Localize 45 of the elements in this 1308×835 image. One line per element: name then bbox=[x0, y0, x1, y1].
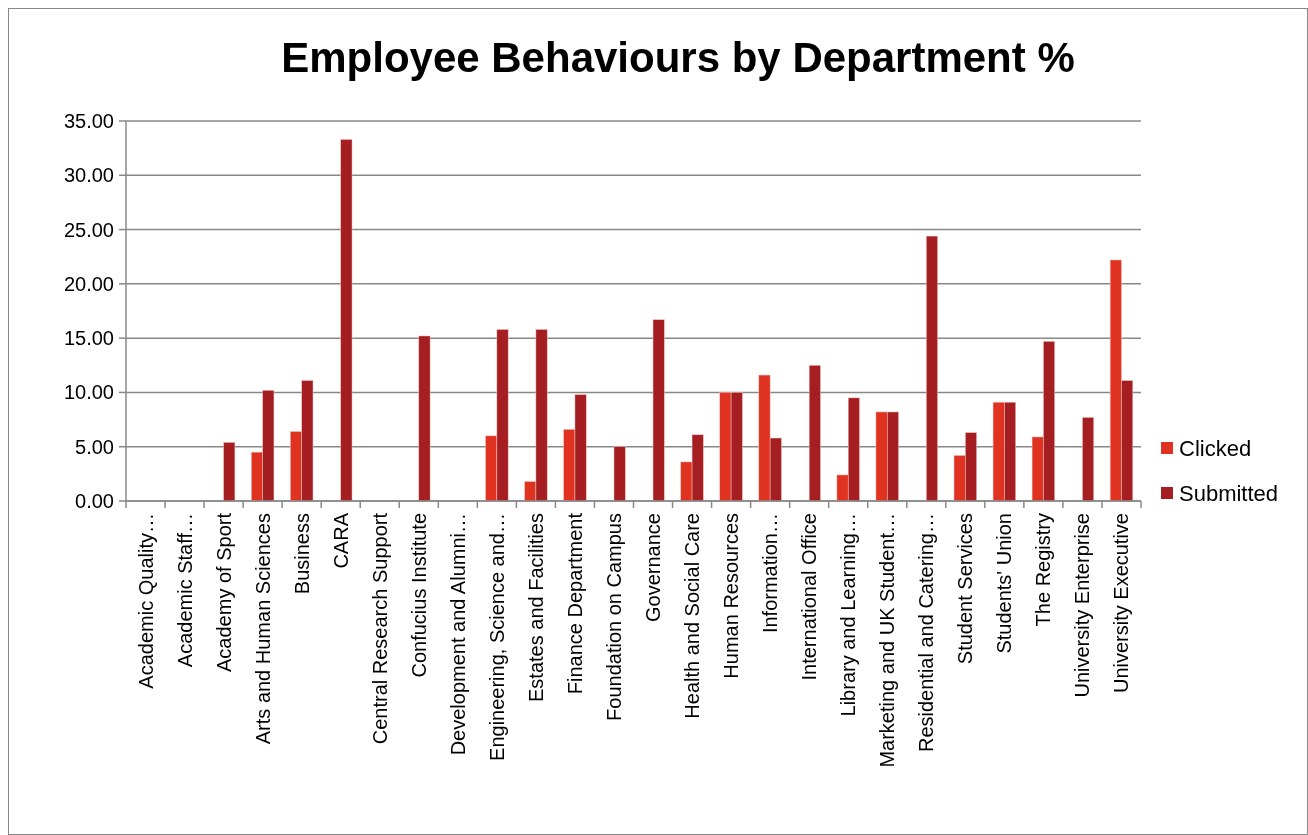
x-tick-label: Students' Union bbox=[993, 513, 1016, 654]
legend-label: Clicked bbox=[1179, 435, 1252, 461]
y-tick-label: 30.00 bbox=[63, 164, 114, 187]
x-tick-label: University Enterprise bbox=[1071, 513, 1094, 698]
y-tick-label: 15.00 bbox=[63, 327, 114, 350]
chart-title: Employee Behaviours by Department % bbox=[281, 34, 1075, 81]
x-tick-label: Library and Learning… bbox=[837, 513, 860, 717]
x-tick-label: Human Resources bbox=[720, 513, 743, 679]
x-tick-label: Development and Alumni… bbox=[446, 513, 469, 756]
bar bbox=[223, 442, 236, 502]
x-tick-label: Estates and Facilities bbox=[524, 513, 547, 702]
x-tick-label: Academic Staff… bbox=[173, 513, 196, 668]
y-tick-label: 5.00 bbox=[75, 435, 114, 458]
y-tick-label: 0.00 bbox=[75, 490, 114, 512]
x-tick-label: Governance bbox=[642, 513, 665, 622]
x-tick-label: Engineering, Science and… bbox=[485, 513, 508, 761]
legend-label: Submitted bbox=[1179, 480, 1279, 506]
y-tick-label: 25.00 bbox=[63, 218, 114, 241]
x-tick-label: Marketing and UK Student… bbox=[876, 513, 899, 768]
x-tick-label: International Office bbox=[798, 513, 821, 681]
x-tick-label: CARA bbox=[329, 512, 352, 569]
bar bbox=[340, 139, 353, 502]
bar bbox=[418, 335, 431, 502]
x-tick-label: Academy of Sport bbox=[212, 512, 235, 672]
x-tick-label: Arts and Human Sciences bbox=[251, 513, 274, 745]
y-tick-label: 35.00 bbox=[63, 110, 114, 132]
y-tick-label: 10.00 bbox=[63, 381, 114, 404]
y-tick-label: 20.00 bbox=[63, 272, 114, 295]
x-tick-label: Information… bbox=[759, 513, 782, 634]
x-tick-label: Foundation on Campus bbox=[602, 513, 625, 721]
x-tick-label: Finance Department bbox=[563, 512, 586, 695]
bar bbox=[613, 446, 626, 502]
x-tick-label: Health and Social Care bbox=[681, 513, 704, 719]
x-tick-label: Student Services bbox=[954, 513, 977, 665]
x-tick-label: Confucius Institute bbox=[407, 513, 430, 678]
bar bbox=[652, 319, 665, 502]
bar bbox=[1082, 417, 1095, 502]
bar bbox=[808, 365, 821, 502]
x-tick-label: The Registry bbox=[1032, 513, 1055, 627]
x-tick-label: Academic Quality… bbox=[134, 513, 157, 689]
x-tick-label: Residential and Catering… bbox=[915, 513, 938, 753]
x-tick-label: University Executive bbox=[1110, 513, 1133, 694]
x-tick-label: Business bbox=[290, 513, 313, 595]
x-tick-label: Central Research Support bbox=[368, 512, 391, 745]
bar bbox=[926, 235, 938, 502]
